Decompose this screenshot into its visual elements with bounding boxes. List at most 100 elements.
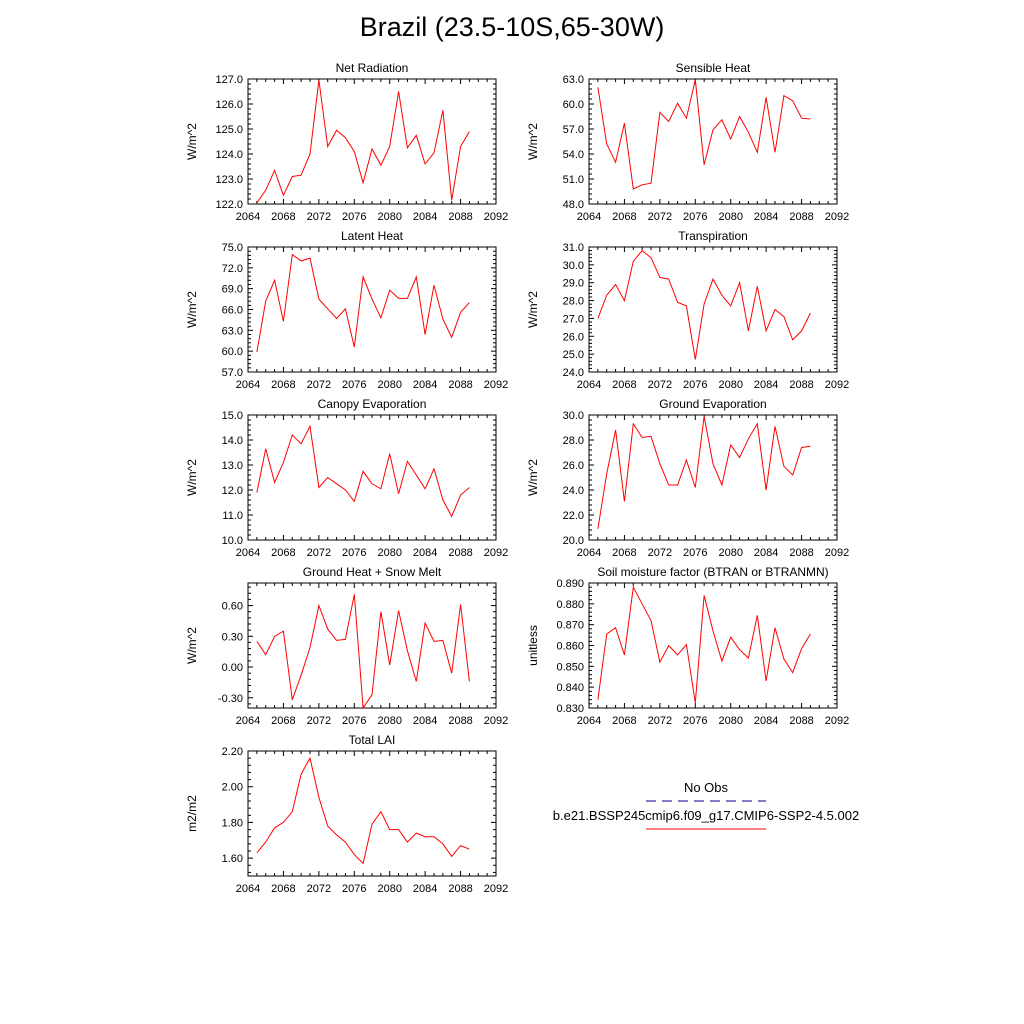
series-line xyxy=(256,424,470,518)
x-tick-label: 2084 xyxy=(754,379,778,391)
y-tick-label: 15.0 xyxy=(222,410,243,422)
y-tick-label: 0.830 xyxy=(556,703,584,715)
y-tick-label: 60.0 xyxy=(222,346,243,358)
y-axis-label: W/m^2 xyxy=(185,123,199,160)
y-tick-label: 0.860 xyxy=(556,641,584,653)
series-line xyxy=(597,79,811,190)
chart-title: Net Radiation xyxy=(336,61,409,75)
x-tick-label: 2068 xyxy=(612,547,636,559)
x-tick-label: 2080 xyxy=(718,715,742,727)
page-title: Brazil (23.5-10S,65-30W) xyxy=(359,12,665,42)
x-tick-label: 2084 xyxy=(754,547,778,559)
x-tick-label: 2076 xyxy=(683,379,707,391)
x-tick-label: 2080 xyxy=(377,547,401,559)
x-tick-label: 2076 xyxy=(342,379,366,391)
x-tick-label: 2072 xyxy=(307,379,331,391)
y-tick-label: 0.890 xyxy=(556,578,584,590)
y-tick-label: 54.0 xyxy=(563,149,584,161)
x-tick-label: 2068 xyxy=(271,211,295,223)
y-axis-label: m2/m2 xyxy=(185,795,199,832)
x-tick-label: 2072 xyxy=(648,547,672,559)
chart-title: Ground Evaporation xyxy=(659,397,766,411)
x-tick-label: 2092 xyxy=(825,379,849,391)
x-tick-label: 2076 xyxy=(342,211,366,223)
plot-frame xyxy=(588,582,838,709)
x-tick-label: 2072 xyxy=(307,211,331,223)
series-line xyxy=(256,756,470,865)
y-tick-label: 124.0 xyxy=(215,149,243,161)
y-tick-label: 57.0 xyxy=(222,367,243,379)
x-tick-label: 2064 xyxy=(577,715,601,727)
chart-title: Latent Heat xyxy=(341,229,404,243)
x-tick-label: 2076 xyxy=(342,715,366,727)
chart-title: Sensible Heat xyxy=(676,61,751,75)
y-tick-label: 66.0 xyxy=(222,305,243,317)
y-tick-label: 69.0 xyxy=(222,284,243,296)
y-tick-label: 48.0 xyxy=(563,199,584,211)
x-tick-label: 2076 xyxy=(683,715,707,727)
plot-frame xyxy=(588,246,838,373)
x-tick-label: 2092 xyxy=(484,715,508,727)
chart-total-lai: Total LAI m2/m2 2064 2068 2072 2076 2080 2084 20… xyxy=(185,733,508,895)
x-tick-label: 2092 xyxy=(484,379,508,391)
x-tick-label: 2092 xyxy=(484,211,508,223)
x-tick-label: 2068 xyxy=(271,883,295,895)
y-tick-label: 25.0 xyxy=(563,349,584,361)
chart-latent-heat: Latent Heat W/m^2 2064 2068 2072 2076 2080 2084… xyxy=(185,229,508,391)
x-tick-label: 2092 xyxy=(484,883,508,895)
y-tick-label: 60.0 xyxy=(563,99,584,111)
x-tick-label: 2088 xyxy=(789,547,813,559)
chart-soil-moisture-factor-btran-or-btranmn: Soil moisture factor (BTRAN or BTRANMN) u… xyxy=(526,565,849,727)
chart-title: Ground Heat + Snow Melt xyxy=(303,565,442,579)
series-line xyxy=(256,594,470,710)
y-tick-label: 27.0 xyxy=(563,313,584,325)
y-tick-label: 2.20 xyxy=(222,746,243,758)
series-line xyxy=(597,249,811,360)
y-tick-label: 1.80 xyxy=(222,817,243,829)
x-tick-label: 2080 xyxy=(377,379,401,391)
x-tick-label: 2092 xyxy=(825,211,849,223)
x-tick-label: 2088 xyxy=(789,211,813,223)
y-tick-label: 51.0 xyxy=(563,174,584,186)
y-tick-label: 26.0 xyxy=(563,460,584,472)
x-tick-label: 2084 xyxy=(413,211,437,223)
y-axis-label: W/m^2 xyxy=(185,627,199,664)
y-tick-label: 123.0 xyxy=(215,174,243,186)
y-tick-label: 24.0 xyxy=(563,367,584,379)
x-tick-label: 2076 xyxy=(683,547,707,559)
plot-frame xyxy=(247,414,497,541)
x-tick-label: 2084 xyxy=(754,211,778,223)
x-tick-label: 2084 xyxy=(754,715,778,727)
y-tick-label: 10.0 xyxy=(222,535,243,547)
x-tick-label: 2088 xyxy=(448,547,472,559)
x-tick-label: 2068 xyxy=(271,715,295,727)
x-tick-label: 2076 xyxy=(342,883,366,895)
chart-ground-evaporation: Ground Evaporation W/m^2 2064 2068 2072 2076 2… xyxy=(526,397,849,559)
y-tick-label: 125.0 xyxy=(215,124,243,136)
y-tick-label: 20.0 xyxy=(563,535,584,547)
y-tick-label: 30.0 xyxy=(563,260,584,272)
y-axis-label: W/m^2 xyxy=(526,123,540,160)
x-tick-label: 2064 xyxy=(236,883,260,895)
chart-sensible-heat: Sensible Heat W/m^2 2064 2068 2072 2076 2080 20… xyxy=(526,61,849,223)
y-tick-label: 28.0 xyxy=(563,435,584,447)
x-tick-label: 2072 xyxy=(648,211,672,223)
chart-transpiration: Transpiration W/m^2 2064 2068 2072 2076 2080 20… xyxy=(526,229,849,391)
chart-net-radiation: Net Radiation W/m^2 2064 2068 2072 2076 2080 20… xyxy=(185,61,508,223)
y-tick-label: 1.60 xyxy=(222,853,243,865)
plot-frame xyxy=(588,414,838,541)
x-tick-label: 2080 xyxy=(377,715,401,727)
x-tick-label: 2068 xyxy=(271,547,295,559)
x-tick-label: 2064 xyxy=(236,547,260,559)
y-tick-label: 126.0 xyxy=(215,99,243,111)
x-tick-label: 2072 xyxy=(307,883,331,895)
y-axis-label: W/m^2 xyxy=(526,459,540,496)
y-tick-label: 63.0 xyxy=(563,74,584,86)
plot-frame xyxy=(247,78,497,205)
x-tick-label: 2072 xyxy=(648,715,672,727)
y-tick-label: -0.30 xyxy=(218,693,243,705)
y-tick-label: 127.0 xyxy=(215,74,243,86)
chart-canopy-evaporation: Canopy Evaporation W/m^2 2064 2068 2072 2076 2… xyxy=(185,397,508,559)
x-tick-label: 2072 xyxy=(307,547,331,559)
y-tick-label: 122.0 xyxy=(215,199,243,211)
